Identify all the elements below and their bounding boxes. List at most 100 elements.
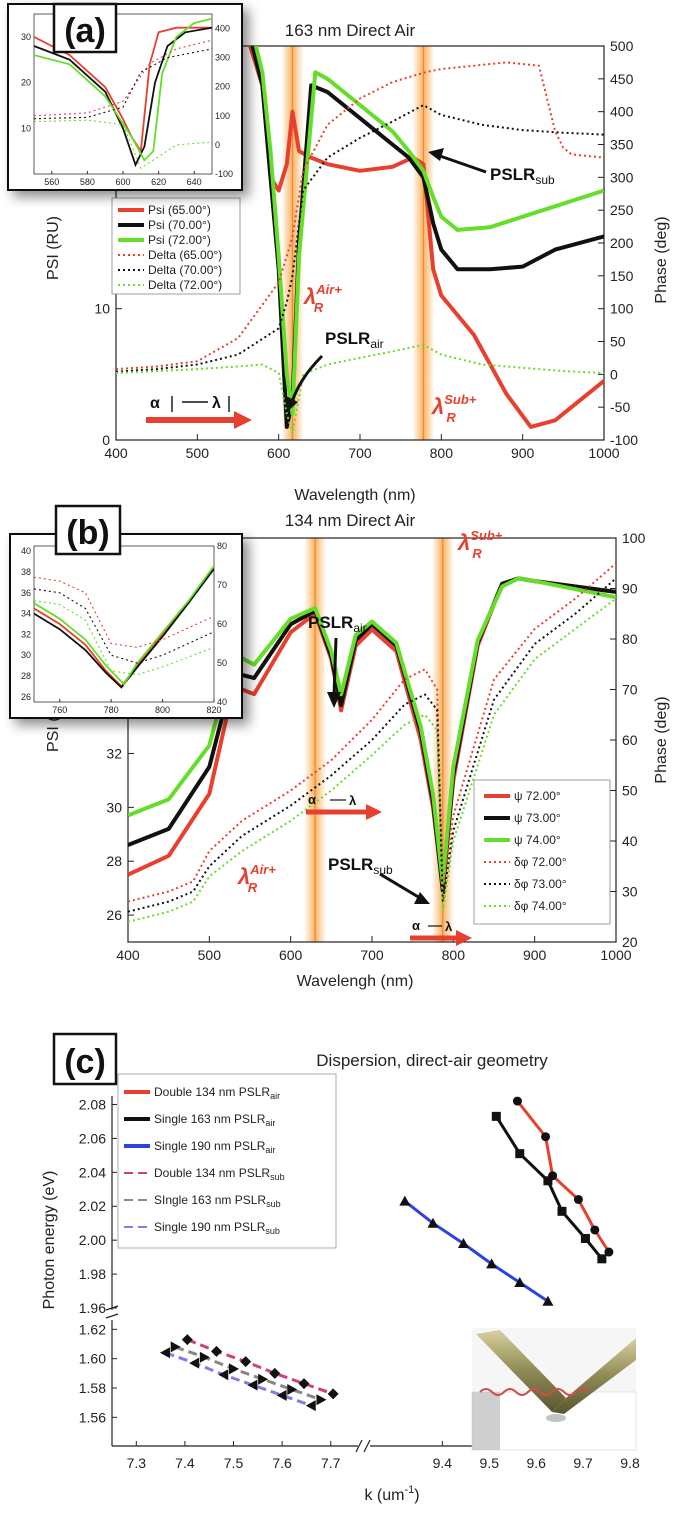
b-inset-xtick-label: 820	[206, 705, 221, 715]
a-y2tick-label: 350	[610, 137, 634, 153]
c-series-1-point-3	[557, 1206, 567, 1216]
a-y2tick-label: 250	[610, 202, 634, 218]
a-pslr-sub-arrow	[439, 154, 487, 174]
panel-a-title: 163 nm Direct Air	[285, 21, 416, 40]
c-series-5-point-2	[218, 1369, 229, 1381]
a-legend-label-3: Delta (65.00°)	[148, 248, 222, 262]
a-inset-y2tick-label: 100	[215, 111, 230, 121]
a-legend-text-5: Delta (72.00°)	[148, 278, 222, 292]
a-legend-label-1: Psi (70.00°)	[148, 218, 211, 232]
a-inset-frame	[7, 3, 243, 191]
c-ytick-label: 1.58	[79, 1380, 106, 1396]
b-inset-series-5	[34, 600, 214, 676]
c-series-3-point-5	[327, 1388, 339, 1400]
a-legend-text-4: Delta (70.00°)	[148, 263, 222, 277]
a-series-2-line	[253, 46, 604, 416]
c-legend-label-5: Single 190 nm PSLRsub	[154, 1220, 280, 1236]
a-series-1-line	[250, 46, 604, 429]
b-inset-frame	[9, 533, 243, 719]
a-panel-label: (a)	[64, 12, 106, 50]
a-series	[116, 46, 604, 435]
c-legend-text-0: Double 134 nm PSLR	[154, 1085, 270, 1099]
c-series-0-point-0	[512, 1096, 522, 1106]
a-inset-ytick-label: 20	[21, 78, 31, 88]
c-series-1-point-2	[543, 1176, 553, 1186]
b-y2tick-label: 30	[622, 884, 638, 900]
c-series-4-point-4	[287, 1383, 298, 1395]
c-series-3-point-4	[298, 1378, 310, 1390]
a-xtick-label: 400	[104, 445, 128, 461]
c-series-5-point-0	[159, 1347, 170, 1359]
c-xtick-label: 7.3	[127, 1455, 147, 1471]
b-inset-series-4	[34, 588, 214, 664]
b-inset-ytick-label: 38	[21, 567, 31, 577]
b-y2tick-label: 40	[622, 833, 638, 849]
a-y2tick-label: 50	[610, 334, 626, 350]
b-series-3-line	[128, 562, 616, 903]
a-legend-label-4: Delta (70.00°)	[148, 263, 222, 277]
panel-c-title: Dispersion, direct-air geometry	[316, 1051, 548, 1070]
c-xtick-label: 9.8	[620, 1455, 640, 1471]
a-inset-xtick-label: 580	[80, 177, 95, 187]
c-series-2-line	[403, 1200, 549, 1303]
a-legend-text-3: Delta (65.00°)	[148, 248, 222, 262]
c-y-break-mark-2	[105, 1313, 119, 1319]
c-series-4-line	[174, 1345, 322, 1402]
b-inset	[9, 533, 243, 719]
a-y2tick-label: -50	[610, 399, 630, 415]
c-legend-label-0: Double 134 nm PSLRair	[154, 1085, 280, 1101]
a-inset-xtick-label: 600	[115, 177, 130, 187]
a-legend-box	[111, 197, 241, 295]
b-xtick-label: 600	[279, 947, 303, 963]
b-lambda-sub: λSub+ R	[457, 528, 503, 561]
b-alpha-label-1: α	[308, 792, 316, 807]
b-panel-label-box: (b)	[54, 504, 122, 556]
prism-illustration	[471, 1328, 637, 1451]
c-legend-sub-3: sub	[270, 1172, 285, 1182]
c-series-0-point-3	[573, 1194, 583, 1204]
c-tick-labels: 7.3 7.4 7.5 7.6 7.7 9.4 9.5 9.6 9.7 9.8 1.96 1.98 2.…	[79, 1096, 640, 1471]
b-inset-xtick-label: 800	[155, 705, 170, 715]
c-series-4-point-0	[170, 1341, 181, 1353]
a-xtick-label: 900	[511, 445, 535, 461]
b-ytick-label: 32	[106, 745, 122, 761]
panel-b-title: 134 nm Direct Air	[285, 511, 416, 530]
b-inset-series-1	[34, 568, 214, 689]
b-inset-y2tick-label: 40	[217, 697, 227, 707]
b-lambda-label-2: λ	[445, 919, 453, 934]
b-legend-text-1: ψ 73.00°	[514, 811, 561, 825]
b-inset-y2tick-label: 80	[217, 541, 227, 551]
c-series-5-line	[164, 1351, 312, 1408]
a-xtick-label: 700	[348, 445, 372, 461]
b-inset-axes	[33, 545, 215, 703]
c-series-2-point-0	[399, 1195, 411, 1206]
c-legend-sub-4: sub	[266, 1199, 281, 1209]
a-pslr-air-arrow	[290, 354, 324, 403]
b-legend: ψ 72.00° ψ 73.00° ψ 74.00° δφ 72.00° δφ 73.0…	[473, 779, 611, 925]
c-ytick-label: 2.08	[79, 1096, 106, 1112]
b-legend-label-5: δφ 74.00°	[514, 899, 567, 913]
b-y2tick-label: 50	[622, 783, 638, 799]
b-incidence-arrowhead-2	[456, 930, 472, 946]
c-series-2-point-3	[486, 1258, 498, 1269]
c-ytick-label: 1.60	[79, 1351, 106, 1367]
a-y2tick-label: 500	[610, 38, 634, 54]
b-pslr-sub-label: PSLRsub	[328, 855, 393, 877]
b-legend-box	[473, 779, 611, 925]
c-xtick-label: 7.6	[272, 1455, 292, 1471]
c-xtick-label: 9.4	[433, 1455, 453, 1471]
b-xlabel: Wavelengh (nm)	[297, 973, 414, 990]
c-panel-label: (c)	[64, 1043, 106, 1081]
c-xlabel: k (um-1)	[364, 1484, 419, 1504]
c-panel-label-box: (c)	[52, 1032, 118, 1086]
a-inset-y2tick-label: -100	[215, 169, 233, 179]
a-ylabel: PSI (RU)	[45, 216, 62, 280]
a-y2tick-label: 0	[610, 366, 618, 382]
b-legend-label-2: ψ 74.00°	[514, 833, 561, 847]
a-y2label: Phase (deg)	[653, 216, 670, 303]
c-legend-label-1: Single 163 nm PSLRair	[154, 1112, 275, 1128]
b-xtick-label: 400	[116, 947, 140, 963]
b-pslr-air-label: PSLRair	[308, 613, 367, 635]
c-legend-label-4: SIngle 163 nm PSLRsub	[154, 1193, 281, 1209]
c-ytick-label: 1.62	[79, 1321, 106, 1337]
